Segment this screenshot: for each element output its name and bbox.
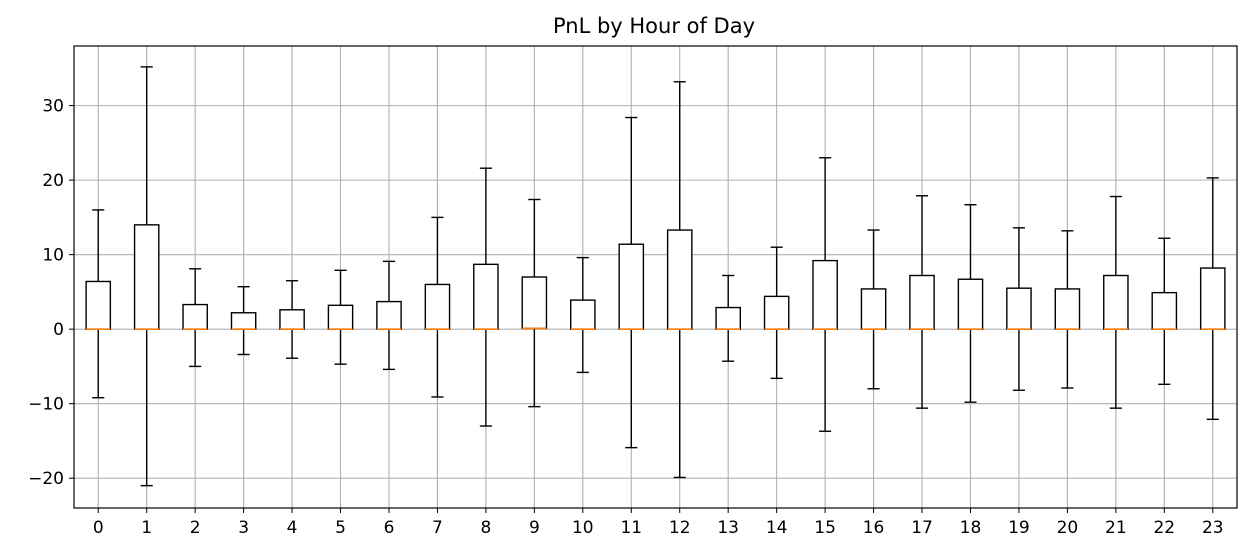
x-tick-label: 4 xyxy=(287,518,298,538)
x-tick-label: 5 xyxy=(335,518,346,538)
box-group xyxy=(182,268,208,368)
x-tick-label: 11 xyxy=(620,518,642,538)
box-group xyxy=(860,229,887,390)
x-tick-label: 15 xyxy=(814,518,836,538)
iqr-box xyxy=(376,300,402,330)
x-tick-label: 18 xyxy=(960,518,982,538)
x-tick-label: 19 xyxy=(1008,518,1030,538)
boxes xyxy=(85,66,1226,487)
x-tick-label: 12 xyxy=(669,518,691,538)
iqr-box xyxy=(666,229,693,330)
x-tick-label: 17 xyxy=(911,518,933,538)
iqr-box xyxy=(715,306,742,330)
x-tick-label: 8 xyxy=(480,518,491,538)
chart-title: PnL by Hour of Day xyxy=(553,14,755,38)
iqr-box xyxy=(1054,288,1081,330)
y-tick-label: 30 xyxy=(42,97,64,117)
iqr-box xyxy=(279,309,305,330)
y-tick-label: 0 xyxy=(53,320,64,340)
x-tick-label: 6 xyxy=(384,518,395,538)
x-tick-label: 3 xyxy=(238,518,249,538)
box-group xyxy=(1006,227,1032,391)
y-tick-label: −10 xyxy=(28,395,64,415)
y-tick-label: 10 xyxy=(42,246,64,266)
box-group xyxy=(666,81,693,479)
iqr-box xyxy=(957,278,984,330)
x-tick-label: 1 xyxy=(141,518,152,538)
box-group xyxy=(424,216,451,398)
box-group xyxy=(569,256,596,374)
x-tick-label: 13 xyxy=(717,518,739,538)
box-group xyxy=(327,269,354,365)
iqr-box xyxy=(618,243,645,330)
axes: 0 1 2 3 4 5 6 7 8 9 10 11 12 13 14 15 16 17 18 19 20 21 22 23−2… xyxy=(28,45,1238,538)
y-tick-label: 20 xyxy=(42,171,64,191)
iqr-box xyxy=(521,276,548,330)
x-tick-label: 0 xyxy=(93,518,104,538)
x-tick-label: 16 xyxy=(863,518,885,538)
iqr-box xyxy=(812,259,838,330)
box-group xyxy=(85,209,112,399)
iqr-box xyxy=(1151,291,1178,330)
iqr-box xyxy=(473,263,499,330)
box-group xyxy=(1054,230,1081,389)
box-group xyxy=(376,260,402,371)
box-group xyxy=(715,274,742,362)
x-tick-label: 20 xyxy=(1057,518,1079,538)
box-group xyxy=(1103,195,1129,409)
iqr-box xyxy=(569,299,596,330)
x-tick-label: 14 xyxy=(766,518,788,538)
box-group xyxy=(957,204,984,403)
x-tick-label: 10 xyxy=(572,518,594,538)
box-group xyxy=(133,66,160,487)
box-group xyxy=(1151,237,1178,386)
x-tick-label: 21 xyxy=(1105,518,1127,538)
iqr-box xyxy=(1006,287,1032,330)
box-group xyxy=(618,116,645,449)
y-tick-label: −20 xyxy=(28,469,64,489)
x-tick-label: 9 xyxy=(529,518,540,538)
iqr-box xyxy=(133,224,160,330)
box-group xyxy=(279,280,305,359)
iqr-box xyxy=(860,288,887,330)
plot-frame xyxy=(73,45,1238,509)
box-group xyxy=(763,246,790,380)
iqr-box xyxy=(424,283,451,330)
x-tick-label: 7 xyxy=(432,518,443,538)
box-group xyxy=(812,157,838,432)
box-group xyxy=(1199,177,1226,421)
iqr-box xyxy=(85,280,112,330)
iqr-box xyxy=(909,274,935,330)
iqr-box xyxy=(327,304,354,330)
box-group xyxy=(521,198,548,408)
box-group xyxy=(230,285,257,356)
iqr-box xyxy=(182,303,208,330)
box-group xyxy=(473,167,499,427)
iqr-box xyxy=(1199,267,1226,330)
grid-lines xyxy=(74,46,1237,508)
iqr-box xyxy=(230,312,257,330)
x-tick-label: 22 xyxy=(1153,518,1175,538)
x-tick-label: 23 xyxy=(1202,518,1224,538)
x-tick-label: 2 xyxy=(190,518,201,538)
box-group xyxy=(909,195,935,409)
iqr-box xyxy=(763,295,790,330)
iqr-box xyxy=(1103,274,1129,330)
